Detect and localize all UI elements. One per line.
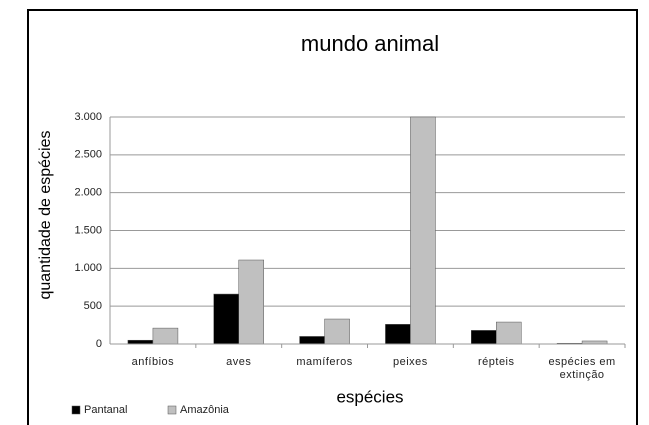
x-axis-label: espécies [336, 387, 403, 406]
x-tick-label: répteis [477, 356, 515, 368]
x-tick-label: espécies em extinção [548, 356, 616, 381]
legend-label: Amazônia [180, 404, 230, 416]
bar [238, 259, 264, 345]
legend-swatch [167, 405, 177, 415]
bar [152, 327, 179, 345]
x-tick-label: mamíferos [296, 356, 353, 368]
y-axis-label: quantidade de espécies [37, 130, 54, 299]
bar [385, 324, 411, 345]
chart-title: mundo animal [301, 31, 439, 56]
x-tick-label: peixes [393, 356, 428, 368]
x-tick-label: anfíbios [131, 356, 175, 368]
bar [471, 330, 497, 345]
bar [410, 116, 436, 345]
legend-swatch [71, 405, 81, 415]
y-tick-label: 2.500 [74, 149, 102, 161]
legend-label: Pantanal [84, 404, 127, 416]
y-tick-label: 2.000 [74, 187, 102, 199]
y-tick-label: 1.500 [74, 224, 102, 236]
y-tick-label: 1.000 [74, 262, 102, 274]
bar [127, 339, 154, 345]
x-tick-label: aves [226, 356, 252, 368]
bar [324, 318, 350, 345]
frame [27, 9, 638, 425]
y-tick-label: 0 [96, 338, 102, 350]
bar [496, 321, 522, 345]
bar [299, 336, 325, 345]
y-tick-label: 500 [84, 300, 102, 312]
bar [213, 293, 239, 345]
y-tick-label: 3.000 [74, 111, 102, 123]
